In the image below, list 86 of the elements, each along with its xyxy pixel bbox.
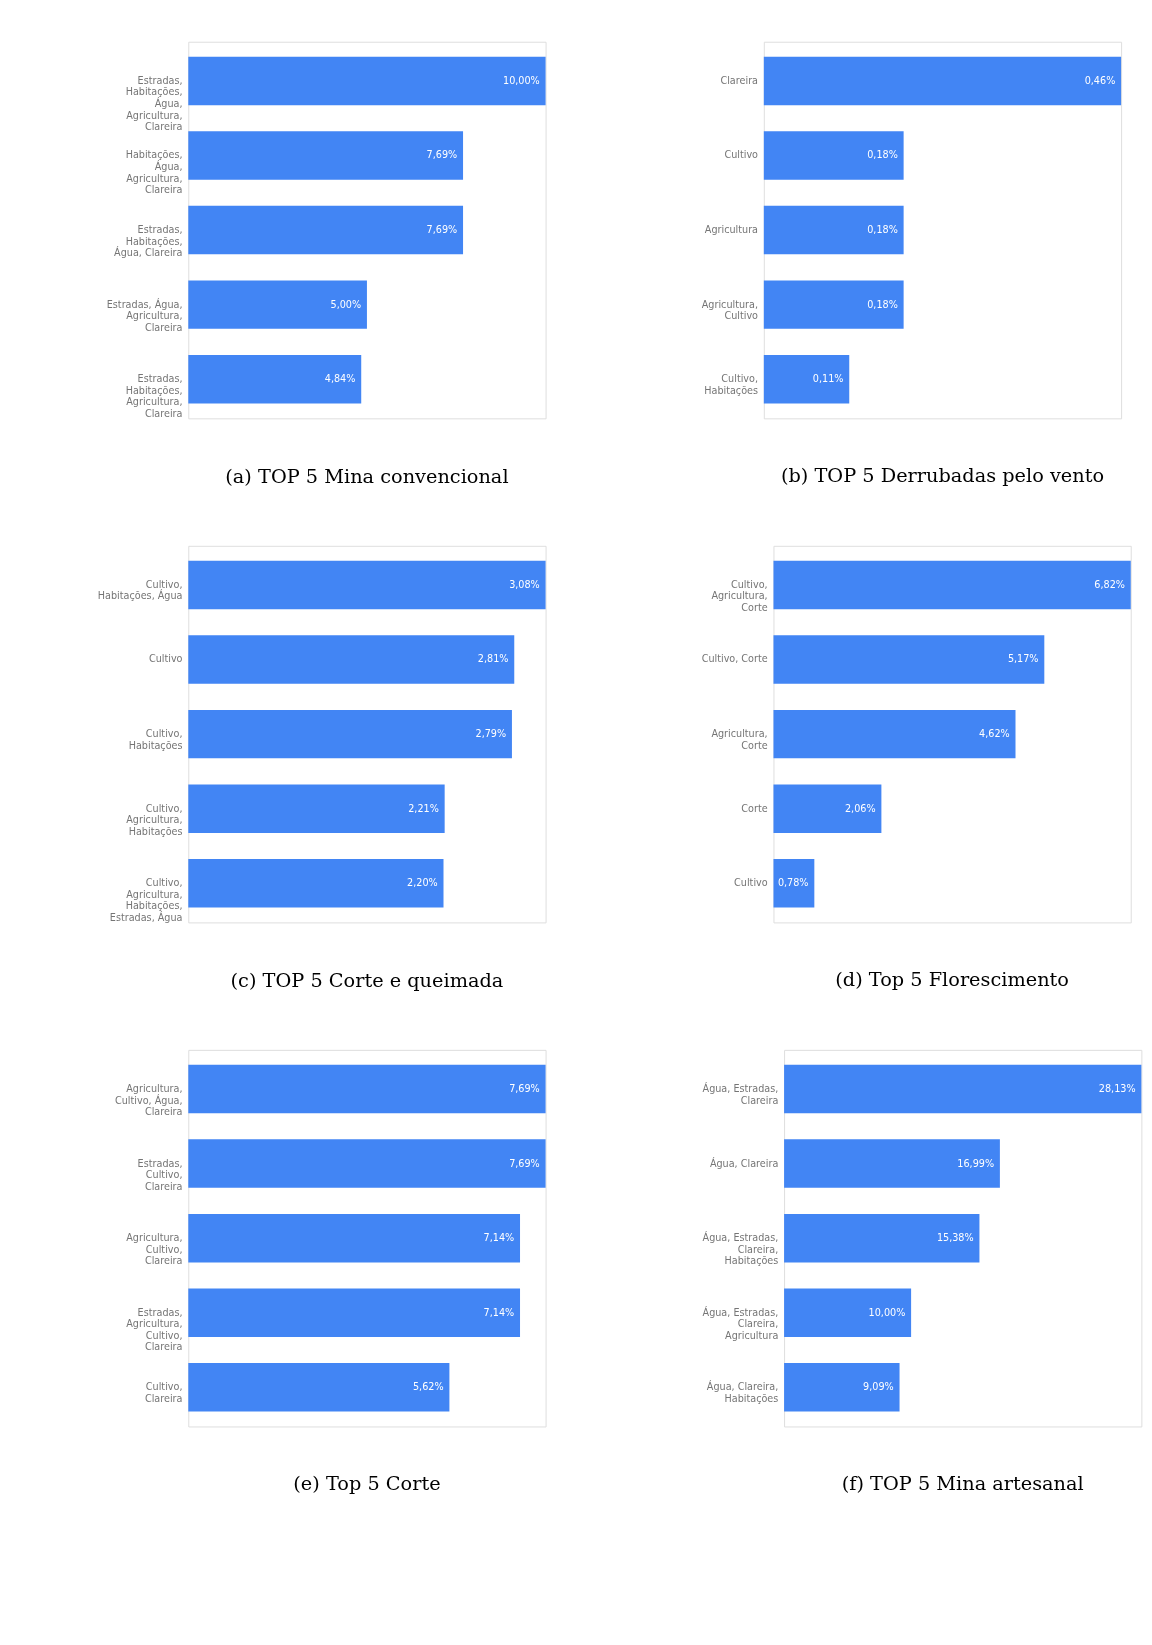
y-tick-label: Cultivo — [148, 653, 183, 665]
bar — [773, 635, 1045, 684]
y-tick-label: Estradas, Cultivo, Clareira — [137, 1157, 183, 1192]
data-label: 5,00% — [330, 298, 362, 310]
bar — [773, 709, 1016, 759]
y-tick-label: Cultivo — [724, 149, 759, 161]
y-tick-label: Estradas, Habitações, Água, Clareira — [114, 223, 183, 259]
data-label: 7,14% — [483, 1232, 515, 1244]
text: (d) Top 5 Florescimento — [835, 968, 1069, 992]
bar — [188, 709, 512, 759]
data-label: 7,69% — [426, 223, 458, 235]
bar — [188, 859, 444, 908]
bar — [188, 635, 515, 684]
data-label: 28,13% — [1098, 1082, 1136, 1094]
y-tick-label: Água, Clareira — [709, 1156, 779, 1169]
data-label: 4,84% — [324, 373, 356, 385]
y-tick-label: Cultivo, Habitações, Água — [97, 578, 183, 602]
data-label: 2,06% — [844, 802, 876, 814]
y-tick-label: Clareira — [720, 74, 759, 86]
data-label: 0,18% — [867, 298, 898, 310]
bar — [188, 205, 464, 255]
data-label: 7,14% — [483, 1306, 515, 1318]
y-tick-label: Cultivo, Clareira — [144, 1381, 183, 1404]
data-label: 5,17% — [1007, 653, 1039, 665]
data-label: 2,20% — [407, 877, 438, 889]
bar — [188, 354, 362, 404]
y-tick-label: Água, Estradas, Clareira, Agricultura — [702, 1305, 779, 1341]
text: (f) TOP 5 Mina artesanal — [841, 1472, 1084, 1496]
data-label: 3,08% — [509, 578, 540, 590]
bar — [188, 784, 445, 833]
bar — [784, 1139, 1000, 1188]
y-tick-label: Água, Estradas, Clareira — [702, 1081, 779, 1106]
bar — [784, 1288, 912, 1337]
bar — [784, 1064, 1142, 1114]
data-label: 0,18% — [867, 223, 898, 235]
y-tick-label: Agricultura, Corte — [711, 728, 768, 751]
data-label: 10,00% — [503, 74, 540, 86]
bar — [784, 1213, 980, 1263]
y-tick-label: Água, Estradas, Clareira, Habitações — [702, 1231, 779, 1267]
y-tick-label: Cultivo, Habitações — [704, 373, 759, 396]
y-tick-label: Cultivo, Agricultura, Corte — [711, 578, 768, 614]
bar — [773, 859, 815, 908]
bar — [188, 560, 546, 610]
data-label: 5,62% — [412, 1381, 444, 1393]
data-label: 6,82% — [1094, 578, 1125, 590]
text: (e) Top 5 Corte — [293, 1472, 441, 1496]
y-tick-label: Cultivo, Agricultura, Habitações — [126, 802, 183, 837]
data-label: 0,78% — [777, 877, 809, 889]
data-label: 9,09% — [863, 1381, 894, 1393]
y-tick-label: Agricultura, Cultivo, Clareira — [126, 1232, 183, 1267]
data-label: 16,99% — [957, 1157, 995, 1169]
bar — [773, 560, 1131, 610]
text: (a) TOP 5 Mina convencional — [225, 464, 509, 488]
y-tick-label: Estradas, Habitações, Agricultura, Clareira — [125, 373, 183, 419]
y-tick-label: Agricultura, Cultivo, Água, Clareira — [114, 1082, 183, 1118]
bar — [188, 131, 464, 180]
y-tick-label: Cultivo, Corte — [701, 653, 768, 665]
data-label: 0,18% — [867, 149, 898, 161]
data-label: 2,79% — [475, 728, 507, 740]
data-label: 7,69% — [509, 1082, 540, 1094]
data-label: 4,62% — [979, 728, 1010, 740]
y-tick-label: Cultivo — [734, 877, 768, 889]
y-tick-label: Agricultura — [704, 223, 759, 235]
y-tick-label: Água, Clareira, Habitações — [706, 1380, 779, 1404]
data-label: 10,00% — [868, 1306, 906, 1318]
data-label: 0,46% — [1084, 74, 1116, 86]
y-tick-label: Corte — [741, 802, 768, 814]
text: (c) TOP 5 Corte e queimada — [230, 968, 504, 992]
data-label: 7,69% — [426, 149, 458, 161]
y-tick-label: Estradas, Agricultura, Cultivo, Clareira — [126, 1306, 183, 1353]
data-label: 7,69% — [509, 1157, 540, 1169]
data-label: 0,11% — [812, 373, 844, 385]
text: (b) TOP 5 Derrubadas pelo vento — [780, 464, 1105, 488]
bar — [188, 56, 546, 106]
data-label: 2,21% — [408, 802, 439, 814]
bar — [773, 784, 882, 833]
data-label: 2,81% — [477, 653, 509, 665]
bar — [784, 1363, 900, 1412]
bar — [188, 280, 367, 329]
data-label: 15,38% — [936, 1232, 974, 1244]
y-tick-label: Estradas, Habitações, Água, Agricultura, Clareira — [125, 74, 183, 133]
y-tick-label: Agricultura, Cultivo — [701, 298, 759, 322]
y-tick-label: Cultivo, Agricultura, Habitações, Estradas, Água — [109, 877, 183, 923]
y-tick-label: Habitações, Água, Agricultura, Clareira — [125, 149, 183, 196]
y-tick-label: Cultivo, Habitações — [128, 728, 183, 751]
y-tick-label: Estradas, Água, Agricultura, Clareira — [106, 297, 183, 333]
